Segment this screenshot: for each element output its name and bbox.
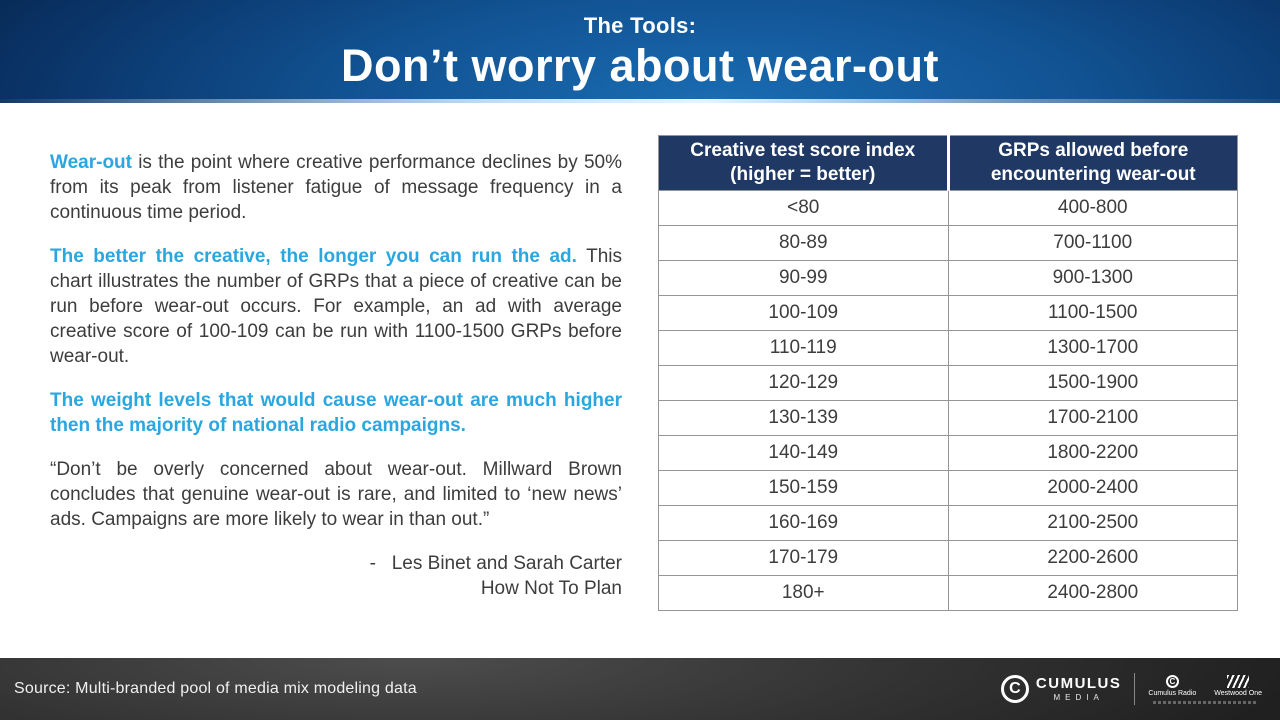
wear-out-lead: Wear-out <box>50 152 132 173</box>
table-row: 90-99 900-1300 <box>658 260 1238 296</box>
logo-tagline-decoration <box>1153 700 1258 704</box>
table-cell: 2000-2400 <box>947 470 1238 506</box>
table-cell: 400-800 <box>947 190 1238 226</box>
table-row: 170-179 2200-2600 <box>658 540 1238 576</box>
table-cell: 2400-2800 <box>947 575 1238 611</box>
source-note: Source: Multi-branded pool of media mix … <box>14 680 417 697</box>
header-kicker: The Tools: <box>583 13 697 38</box>
table-cell: 130-139 <box>658 400 949 436</box>
table-header-score: Creative test score index (higher = bett… <box>658 135 948 191</box>
table-row: 120-129 1500-1900 <box>658 365 1238 401</box>
table-cell: 900-1300 <box>947 260 1238 296</box>
table-row: 100-109 1100-1500 <box>658 295 1238 331</box>
table-row: 80-89 700-1100 <box>658 225 1238 261</box>
better-creative-text: This chart illustrates the number of GRP… <box>50 246 622 367</box>
partner-logos: C Cumulus Radio Westwood One <box>1148 674 1262 704</box>
table-body: <80 400-800 80-89 700-1100 90-99 900-1300 100-… <box>658 190 1238 611</box>
slide-title: Don’t worry about wear-out <box>341 40 939 91</box>
table-cell: 120-129 <box>658 365 949 401</box>
westwood-one-label: Westwood One <box>1214 689 1262 697</box>
table-cell: 160-169 <box>658 505 949 541</box>
footer-logo-group: C CUMULUS MEDIA C Cumulus Radio Westwood… <box>1000 673 1262 705</box>
table-cell: 170-179 <box>658 540 949 576</box>
cumulus-media-wordmark: CUMULUS MEDIA <box>1036 676 1122 702</box>
table-head: Creative test score index (higher = bett… <box>658 135 1238 191</box>
table-cell: 1100-1500 <box>947 295 1238 331</box>
westwood-one-icon <box>1227 674 1250 688</box>
partner-logos-row: C Cumulus Radio Westwood One <box>1148 674 1262 697</box>
weight-levels-paragraph: The weight levels that would cause wear-… <box>50 390 622 436</box>
table-cell: 1800-2200 <box>947 435 1238 471</box>
quote-paragraph: “Don’t be overly concerned about wear-ou… <box>50 459 622 530</box>
table-cell: 80-89 <box>658 225 949 261</box>
table-row: 180+ 2400-2800 <box>658 575 1238 611</box>
table-row: 130-139 1700-2100 <box>658 400 1238 436</box>
cumulus-name: CUMULUS <box>1035 675 1122 692</box>
quote-attribution: - Les Binet and Sarah Carter How Not To … <box>50 551 622 601</box>
table-cell: 110-119 <box>658 330 949 366</box>
slide-header: The Tools: Don’t worry about wear-out <box>0 0 1280 103</box>
westwood-one-logo: Westwood One <box>1214 674 1262 697</box>
table-header-grps: GRPs allowed before encountering wear-ou… <box>946 135 1238 191</box>
table-row: <80 400-800 <box>658 190 1238 226</box>
table-row: 140-149 1800-2200 <box>658 435 1238 471</box>
attribution-authors: - Les Binet and Sarah Carter <box>369 553 622 574</box>
attribution-book: How Not To Plan <box>480 578 622 599</box>
table-cell: 90-99 <box>658 260 949 296</box>
table-header-row: Creative test score index (higher = bett… <box>658 135 1238 191</box>
cumulus-radio-logo: C Cumulus Radio <box>1148 674 1197 697</box>
table-row: 160-169 2100-2500 <box>658 505 1238 541</box>
better-creative-paragraph: The better the creative, the longer you … <box>50 244 622 369</box>
cumulus-radio-icon: C <box>1165 674 1179 688</box>
table-cell: 1300-1700 <box>947 330 1238 366</box>
cumulus-media-logo: C CUMULUS MEDIA <box>1000 675 1122 703</box>
table-cell: 2200-2600 <box>947 540 1238 576</box>
table-cell: 1500-1900 <box>947 365 1238 401</box>
body-text-column: Wear-out is the point where creative per… <box>50 150 622 601</box>
cumulus-media-icon: C <box>1000 675 1029 703</box>
wearout-table: Creative test score index (higher = bett… <box>658 135 1238 611</box>
intro-paragraph: Wear-out is the point where creative per… <box>50 150 622 225</box>
table-row: 110-119 1300-1700 <box>658 330 1238 366</box>
intro-paragraph-text: is the point where creative performance … <box>50 152 622 223</box>
table-cell: 100-109 <box>658 295 949 331</box>
better-creative-lead: The better the creative, the longer you … <box>50 246 577 267</box>
table-cell: <80 <box>658 190 949 226</box>
logo-divider <box>1134 673 1136 705</box>
slide-footer: Source: Multi-branded pool of media mix … <box>0 658 1280 720</box>
cumulus-radio-label: Cumulus Radio <box>1148 689 1197 697</box>
table-cell: 140-149 <box>658 435 949 471</box>
table-row: 150-159 2000-2400 <box>658 470 1238 506</box>
table-cell: 700-1100 <box>947 225 1238 261</box>
table-cell: 1700-2100 <box>947 400 1238 436</box>
cumulus-media-label: MEDIA <box>1053 693 1104 702</box>
table-cell: 2100-2500 <box>947 505 1238 541</box>
table-cell: 150-159 <box>658 470 949 506</box>
table-cell: 180+ <box>658 575 949 611</box>
